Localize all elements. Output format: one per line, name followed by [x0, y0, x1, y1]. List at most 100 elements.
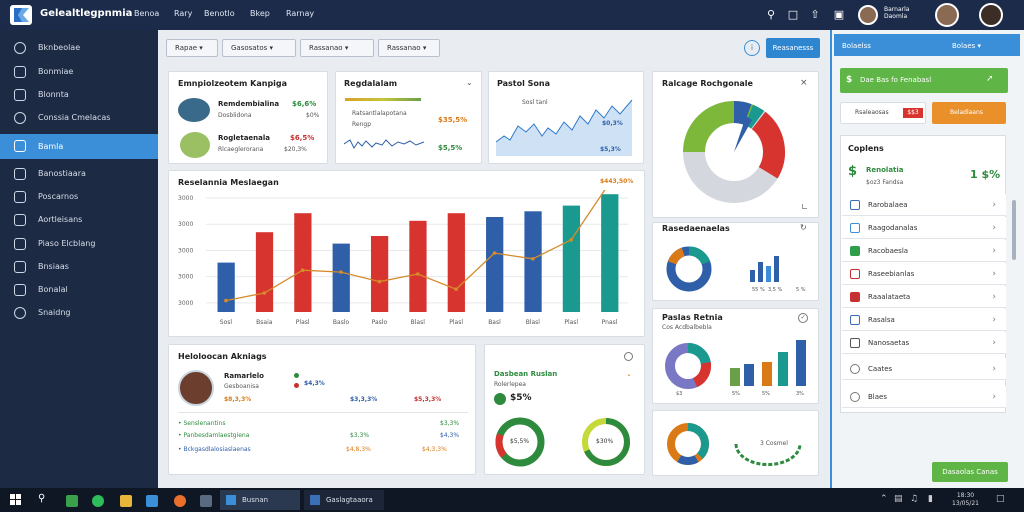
- chart-bar[interactable]: [332, 243, 350, 312]
- filter-dropdown-2[interactable]: Gasosatos ▾: [222, 39, 296, 57]
- info-icon[interactable]: i: [744, 40, 760, 56]
- chart-bar[interactable]: [217, 262, 235, 312]
- info-icon[interactable]: [624, 352, 633, 361]
- green-action-button[interactable]: Dae Bas fo Fenabasl: [840, 68, 1008, 93]
- chart-bar[interactable]: [409, 220, 427, 312]
- sidebar-item-active[interactable]: Bamla: [0, 134, 158, 159]
- browser-icon[interactable]: [174, 495, 186, 507]
- refresh-icon[interactable]: ↻: [800, 223, 807, 232]
- right-list-item[interactable]: Racobaesla ›: [842, 240, 1006, 262]
- menu-item-2[interactable]: Rary: [174, 9, 193, 18]
- chart-bar[interactable]: [255, 232, 274, 312]
- trend-point[interactable]: [300, 268, 305, 272]
- sidebar-item-1[interactable]: Bknbeolae: [0, 37, 158, 59]
- taskbar-window-2[interactable]: Gaslagtaaora: [304, 490, 384, 510]
- trend-point[interactable]: [492, 251, 497, 255]
- red-label-card[interactable]: Rsaleaosas: [840, 102, 926, 124]
- footer-button[interactable]: Dasaolas Canas: [932, 462, 1008, 482]
- trend-point[interactable]: [262, 291, 267, 295]
- sidebar-item-8[interactable]: Aortleisans: [0, 209, 158, 231]
- app-icon-1[interactable]: [66, 495, 78, 507]
- upload-icon[interactable]: ⇧: [810, 8, 820, 21]
- y-tick-label: 3000: [178, 195, 193, 202]
- trend-point[interactable]: [531, 257, 535, 261]
- trend-point[interactable]: [454, 287, 458, 291]
- employee-avatar-2[interactable]: [180, 132, 210, 158]
- avatar[interactable]: [935, 3, 959, 27]
- chart-bar[interactable]: [447, 213, 465, 312]
- right-list-item[interactable]: Rasalsa ›: [842, 309, 1006, 331]
- app-logo-icon[interactable]: [10, 5, 32, 25]
- avatar-secondary[interactable]: [979, 3, 1003, 27]
- taskbar-clock[interactable]: 18:30 13/05/21: [952, 492, 979, 507]
- chart-bar[interactable]: [524, 211, 542, 312]
- filter-dropdown-3[interactable]: Rassanao ▾: [300, 39, 374, 57]
- scrollbar[interactable]: [1012, 200, 1016, 260]
- right-list-item[interactable]: Rarobalaea ›: [842, 194, 1006, 216]
- right-list-item[interactable]: Raseebianlas ›: [842, 263, 1006, 285]
- app-icon-3[interactable]: [200, 495, 212, 507]
- sidebar-item-10[interactable]: Bnsiaas: [0, 256, 158, 278]
- folder-icon[interactable]: [120, 495, 132, 507]
- app-title: Gelealtlegpnmia: [40, 8, 133, 19]
- right-list-item[interactable]: Blaes ›: [842, 386, 1006, 408]
- user-avatar-small[interactable]: [858, 5, 878, 25]
- trend-point[interactable]: [339, 270, 343, 274]
- windows-start-icon[interactable]: [10, 494, 22, 506]
- box-icon[interactable]: ▣: [833, 8, 845, 21]
- sidebar-item-2[interactable]: Bonmiae: [0, 61, 158, 83]
- right-list-item[interactable]: Caates ›: [842, 358, 1006, 380]
- chart-bar[interactable]: [486, 217, 504, 312]
- network-icon[interactable]: ▤: [894, 494, 903, 504]
- chart-bar[interactable]: [562, 205, 581, 312]
- primary-button[interactable]: Reasanesss: [766, 38, 820, 58]
- gauge-value-1: $5,5%: [510, 438, 530, 445]
- sidebar-item-11[interactable]: Bonalal: [0, 279, 158, 301]
- sidebar-item-3[interactable]: Blonnta: [0, 84, 158, 106]
- volume-icon[interactable]: ♫: [910, 494, 919, 504]
- search-icon[interactable]: ⚲: [766, 8, 776, 21]
- notification-icon[interactable]: □: [996, 494, 1005, 504]
- sidebar-item-7[interactable]: Poscarnos: [0, 186, 158, 208]
- trend-point[interactable]: [415, 272, 420, 276]
- calendar-icon[interactable]: □: [787, 8, 799, 21]
- sales-value-1: $0,3%: [602, 120, 623, 127]
- menu-item-5[interactable]: Rarnay: [286, 9, 315, 18]
- list-icon: [850, 364, 860, 374]
- chart-bar[interactable]: [294, 213, 312, 312]
- right-panel-header-button[interactable]: Bolaes ▾: [952, 42, 982, 50]
- store-icon[interactable]: [146, 495, 158, 507]
- trend-point[interactable]: [377, 279, 382, 284]
- employee-avatar-1[interactable]: [178, 98, 210, 122]
- chevron-down-icon[interactable]: ⌄: [626, 370, 632, 378]
- x-tick-label: Blasl: [411, 319, 426, 326]
- sidebar-item-6[interactable]: Banostiaara: [0, 163, 158, 185]
- trend-point[interactable]: [569, 238, 574, 242]
- battery-icon[interactable]: ▮: [928, 494, 933, 504]
- chart-bar[interactable]: [601, 194, 619, 312]
- taskbar-window-1[interactable]: Busnan Sasbaesa: [220, 490, 300, 510]
- person-value-3: $3,3,3%: [350, 396, 378, 403]
- filter-dropdown-4[interactable]: Rassanao ▾: [378, 39, 440, 57]
- app-icon-2[interactable]: [92, 495, 104, 507]
- menu-item-4[interactable]: Bkep: [250, 9, 270, 18]
- chevron-down-icon[interactable]: ⌄: [466, 78, 473, 87]
- right-list-item[interactable]: Raaalataeta ›: [842, 286, 1006, 308]
- right-list-item[interactable]: Nanosaetas ›: [842, 332, 1006, 354]
- sidebar-item-4[interactable]: Conssia Cmelacas: [0, 107, 158, 129]
- trend-point[interactable]: [224, 298, 228, 303]
- menu-item-1[interactable]: Benoa: [134, 9, 160, 18]
- filter-dropdown-1[interactable]: Rapae ▾: [166, 39, 218, 57]
- right-list-item[interactable]: Raagodanalas ›: [842, 217, 1006, 239]
- close-icon[interactable]: ×: [800, 78, 808, 88]
- sidebar-item-12[interactable]: Snaidng: [0, 302, 158, 324]
- menu-item-3[interactable]: Benotlo: [204, 9, 235, 18]
- orange-action-button[interactable]: Beladlaans: [932, 102, 1006, 124]
- sidebar-item-9[interactable]: Piaso Elcblang: [0, 233, 158, 255]
- chart-bar[interactable]: [370, 236, 389, 312]
- avatar[interactable]: [178, 370, 214, 406]
- tray-icon-1[interactable]: ⌃: [880, 494, 888, 504]
- check-icon[interactable]: ✓: [798, 313, 808, 323]
- search-icon[interactable]: ⚲: [38, 493, 46, 504]
- resize-handle-icon[interactable]: [802, 204, 807, 209]
